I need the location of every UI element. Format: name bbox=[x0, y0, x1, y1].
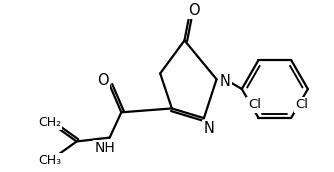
Text: O: O bbox=[97, 73, 109, 88]
Text: NH: NH bbox=[95, 141, 115, 155]
Text: N: N bbox=[203, 121, 214, 136]
Text: CH₂: CH₂ bbox=[38, 116, 61, 128]
Text: O: O bbox=[188, 3, 200, 18]
Text: Cl: Cl bbox=[248, 99, 261, 111]
Text: CH₃: CH₃ bbox=[38, 154, 61, 167]
Text: Cl: Cl bbox=[296, 99, 309, 111]
Text: N: N bbox=[220, 74, 231, 89]
